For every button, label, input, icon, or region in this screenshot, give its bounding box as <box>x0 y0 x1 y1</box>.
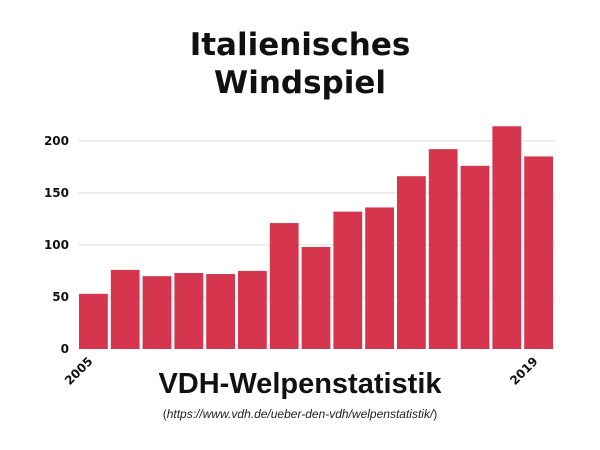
bar <box>492 126 522 349</box>
source-citation: (https://www.vdh.de/ueber-den-vdh/welpen… <box>0 406 600 422</box>
bar <box>365 207 394 349</box>
chart-title-line-2: Windspiel <box>214 65 386 101</box>
bar <box>301 246 331 349</box>
bar <box>524 156 553 349</box>
bars <box>79 126 553 349</box>
source-open-paren: ( <box>162 407 167 421</box>
bar <box>460 165 490 349</box>
bar <box>110 269 140 349</box>
bar <box>397 176 426 349</box>
y-tick-label: 50 <box>52 290 69 304</box>
bar <box>269 223 299 349</box>
chart-title-line-1: Italienisches <box>189 27 411 63</box>
chart-title: Italienisches Windspiel <box>0 26 600 102</box>
y-tick-label: 0 <box>61 342 69 356</box>
y-tick-label: 200 <box>44 134 69 148</box>
bar <box>238 270 267 349</box>
bar <box>333 211 363 349</box>
bar <box>79 293 108 349</box>
y-tick-label: 150 <box>44 186 69 200</box>
bar <box>206 274 235 349</box>
y-tick-label: 100 <box>44 238 69 252</box>
y-axis-tick-labels: 0 50 100 150 200 <box>44 134 69 356</box>
footer-title: VDH-Welpenstatistik <box>158 368 442 400</box>
bar <box>142 276 172 349</box>
source-close-paren: ) <box>433 407 438 421</box>
bar <box>428 149 458 349</box>
bar <box>174 273 204 349</box>
source-url: https://www.vdh.de/ueber-den-vdh/welpens… <box>166 407 434 421</box>
